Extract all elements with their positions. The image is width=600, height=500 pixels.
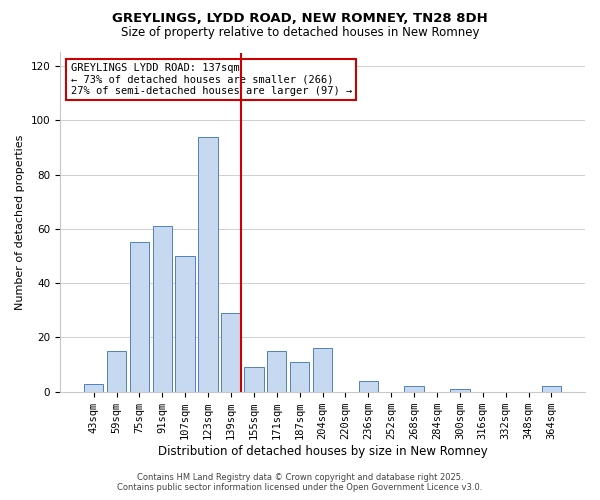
Bar: [84, 384, 103, 392]
Bar: [404, 386, 424, 392]
Y-axis label: Number of detached properties: Number of detached properties: [15, 134, 25, 310]
Bar: [542, 386, 561, 392]
Bar: [175, 256, 195, 392]
X-axis label: Distribution of detached houses by size in New Romney: Distribution of detached houses by size …: [158, 444, 487, 458]
Text: GREYLINGS LYDD ROAD: 137sqm
← 73% of detached houses are smaller (266)
27% of se: GREYLINGS LYDD ROAD: 137sqm ← 73% of det…: [71, 62, 352, 96]
Bar: [152, 226, 172, 392]
Text: Contains HM Land Registry data © Crown copyright and database right 2025.
Contai: Contains HM Land Registry data © Crown c…: [118, 473, 482, 492]
Bar: [199, 136, 218, 392]
Bar: [313, 348, 332, 392]
Bar: [450, 389, 470, 392]
Text: Size of property relative to detached houses in New Romney: Size of property relative to detached ho…: [121, 26, 479, 39]
Bar: [244, 368, 263, 392]
Bar: [290, 362, 310, 392]
Bar: [359, 381, 378, 392]
Bar: [107, 351, 126, 392]
Text: GREYLINGS, LYDD ROAD, NEW ROMNEY, TN28 8DH: GREYLINGS, LYDD ROAD, NEW ROMNEY, TN28 8…: [112, 12, 488, 26]
Bar: [130, 242, 149, 392]
Bar: [267, 351, 286, 392]
Bar: [221, 313, 241, 392]
